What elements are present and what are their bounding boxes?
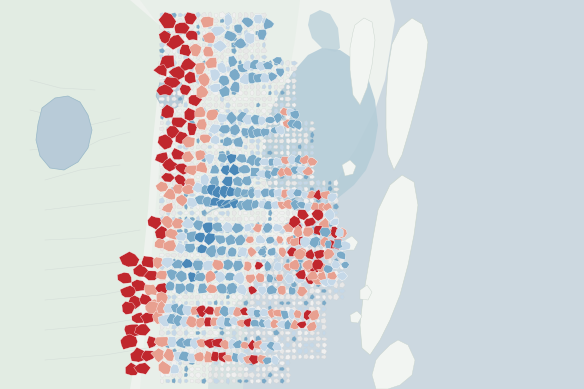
Polygon shape — [360, 285, 372, 300]
Polygon shape — [262, 48, 378, 212]
Polygon shape — [386, 18, 428, 170]
Polygon shape — [156, 76, 185, 110]
Polygon shape — [342, 160, 356, 176]
Polygon shape — [130, 0, 395, 389]
Polygon shape — [0, 0, 210, 389]
Polygon shape — [36, 96, 92, 170]
Polygon shape — [372, 340, 415, 389]
Polygon shape — [350, 18, 375, 105]
Polygon shape — [350, 311, 362, 323]
Polygon shape — [308, 10, 340, 52]
Polygon shape — [140, 0, 300, 389]
Polygon shape — [345, 236, 358, 250]
Polygon shape — [415, 0, 584, 389]
Polygon shape — [360, 175, 418, 355]
